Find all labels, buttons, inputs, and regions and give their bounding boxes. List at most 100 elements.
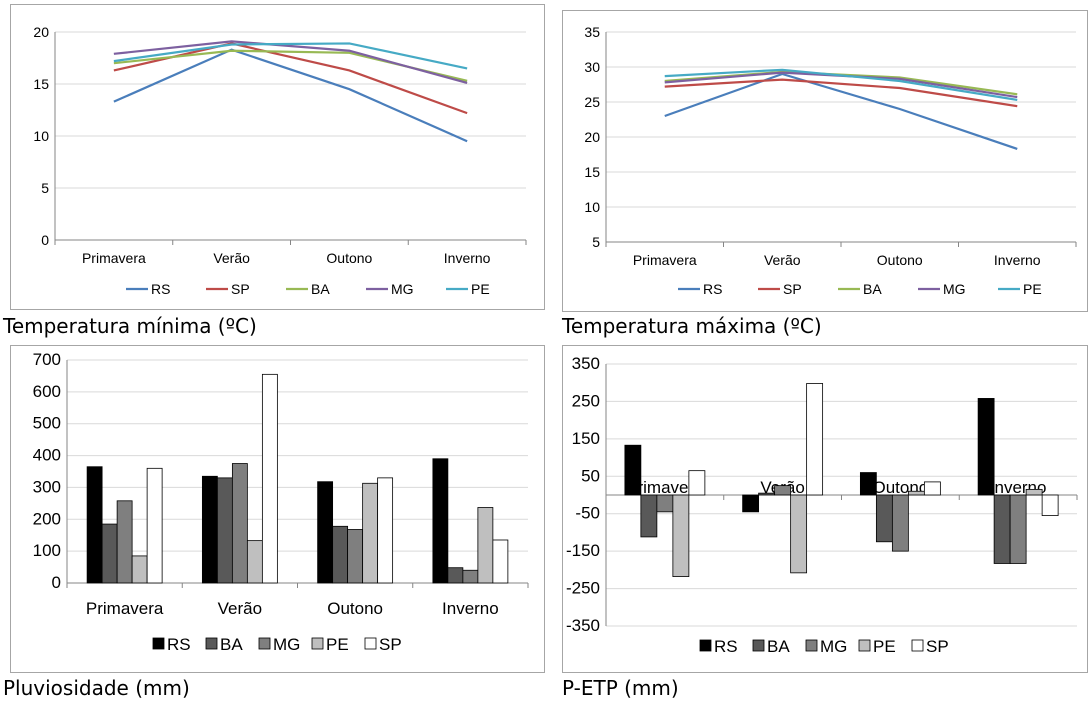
bar-sp — [492, 539, 509, 584]
y-tick-label: -350 — [566, 616, 600, 635]
y-tick-label: 700 — [33, 350, 61, 369]
y-tick-label: 300 — [33, 477, 61, 496]
legend-swatch-pe — [858, 639, 871, 652]
min-temp-caption: Temperatura mínima (ºC) — [3, 314, 257, 338]
bar-sp — [146, 467, 163, 584]
legend-swatch-pe — [311, 637, 324, 650]
bar-ba — [640, 494, 658, 538]
legend-label-ba: BA — [767, 637, 790, 656]
petp-caption: P-ETP (mm) — [562, 676, 679, 700]
legend-label-rs: RS — [151, 281, 170, 297]
y-tick-label: 20 — [584, 129, 600, 145]
legend-label-pe: PE — [471, 281, 490, 297]
bar-ba — [216, 477, 233, 584]
legend-label-sp: SP — [783, 281, 802, 297]
legend-swatch-rs — [152, 637, 165, 650]
y-tick-label: 10 — [584, 199, 600, 215]
bar-pe — [246, 540, 263, 584]
x-tick-label: Verão — [764, 252, 801, 268]
y-tick-label: 5 — [592, 234, 600, 250]
y-tick-label: 400 — [33, 446, 61, 465]
legend-label-ba: BA — [220, 635, 243, 654]
y-tick-label: 20 — [33, 24, 49, 40]
legend-label-pe: PE — [326, 635, 349, 654]
legend-swatch-ba — [752, 639, 765, 652]
x-tick-label: Inverno — [994, 252, 1041, 268]
bar-mg — [656, 494, 674, 513]
y-tick-label: 600 — [33, 382, 61, 401]
bar-rs — [977, 398, 995, 496]
legend-label-ba: BA — [863, 281, 882, 297]
legend-label-mg: MG — [273, 635, 300, 654]
y-tick-label: -50 — [575, 504, 600, 523]
bar-rs — [432, 458, 449, 584]
bar-ba — [332, 525, 349, 584]
bar-pe — [131, 555, 148, 584]
legend-label-sp: SP — [231, 281, 250, 297]
rain-caption: Pluviosidade (mm) — [3, 676, 190, 700]
series-line-pe — [113, 42, 468, 70]
legend-label-rs: RS — [703, 281, 722, 297]
legend-swatch-mg — [258, 637, 271, 650]
series-line-rs — [113, 48, 468, 143]
max-temp-caption: Temperatura máxima (ºC) — [562, 314, 822, 338]
bar-rs — [201, 475, 218, 584]
x-tick-label: Verão — [218, 599, 262, 618]
bar-rs — [624, 444, 642, 496]
legend-label-sp: SP — [379, 635, 402, 654]
bar-ba — [101, 523, 118, 584]
petp-chart: -350-250-150-5050150250350PrimaveraVerão… — [566, 354, 1078, 656]
x-tick-label: Primavera — [626, 478, 704, 497]
y-tick-label: 200 — [33, 509, 61, 528]
bar-rs — [86, 466, 103, 584]
legend-label-mg: MG — [391, 281, 414, 297]
y-tick-label: 35 — [584, 24, 600, 40]
bar-mg — [462, 569, 479, 584]
legend-swatch-sp — [364, 637, 377, 650]
y-tick-label: 500 — [33, 414, 61, 433]
y-tick-label: 15 — [33, 76, 49, 92]
petp-chart-panel: -350-250-150-5050150250350PrimaveraVerão… — [562, 345, 1088, 673]
bar-mg — [891, 494, 909, 552]
legend-label-pe: PE — [873, 637, 896, 656]
bar-rs — [859, 472, 877, 496]
series-line-pe — [664, 68, 1018, 101]
x-tick-label: Primavera — [86, 599, 164, 618]
y-tick-label: 250 — [572, 391, 600, 410]
series-line-sp — [664, 78, 1018, 108]
bar-sp — [1041, 494, 1059, 516]
y-tick-label: 150 — [572, 429, 600, 448]
y-tick-label: 25 — [584, 94, 600, 110]
y-tick-label: 50 — [581, 466, 600, 485]
legend-label-rs: RS — [167, 635, 191, 654]
y-tick-label: 30 — [584, 59, 600, 75]
bar-sp — [923, 481, 941, 496]
x-tick-label: Outono — [877, 252, 923, 268]
bar-ba — [447, 567, 464, 584]
bar-sp — [688, 470, 706, 496]
rain-chart-panel: 0 100 200 300 400 500 600 700 Primavera Verão Outo… — [10, 345, 545, 673]
bar-ba — [758, 492, 776, 496]
bar-mg — [774, 485, 792, 496]
legend-label-rs: RS — [714, 637, 738, 656]
x-tick-label: Primavera — [82, 250, 146, 266]
bar-pe — [362, 482, 379, 584]
y-tick-label: -250 — [566, 579, 600, 598]
y-tick-label: 5 — [41, 180, 49, 196]
min-temp-chart: 0 5 10 15 20 Primavera Verão Outono Inverno RS SP B… — [33, 24, 527, 297]
bar-sp — [806, 383, 824, 496]
series-line-ba — [113, 49, 468, 82]
y-tick-label: 350 — [572, 354, 600, 373]
x-tick-label: Primavera — [633, 252, 697, 268]
bar-pe — [790, 494, 808, 574]
legend-label-mg: MG — [820, 637, 847, 656]
legend-swatch-ba — [205, 637, 218, 650]
bar-mg — [1009, 494, 1027, 564]
bar-pe — [477, 507, 494, 584]
bar-mg — [347, 529, 364, 584]
legend-label-pe: PE — [1023, 281, 1042, 297]
bar-mg — [116, 500, 133, 584]
bar-sp — [377, 477, 394, 584]
y-tick-label: 10 — [33, 128, 49, 144]
x-tick-label: Outono — [327, 599, 383, 618]
